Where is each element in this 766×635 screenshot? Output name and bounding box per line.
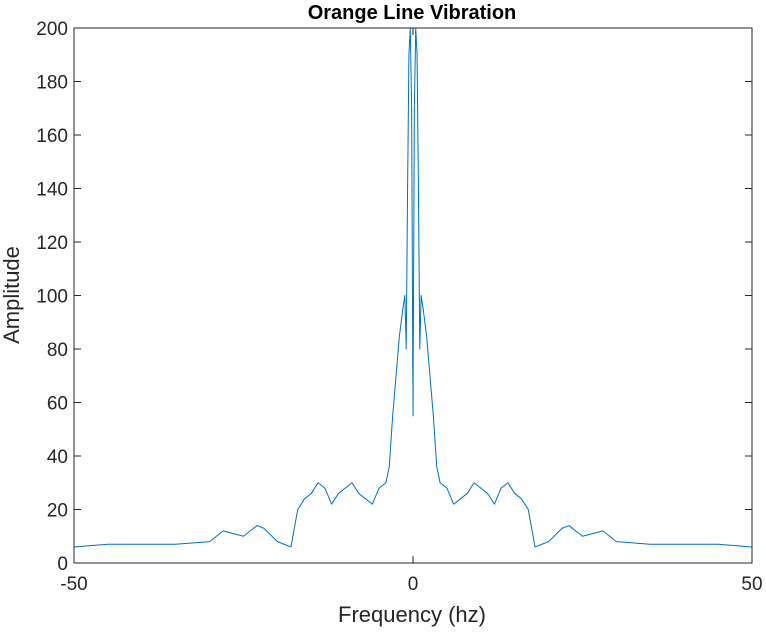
axes-box bbox=[73, 27, 753, 564]
y-tick-label: 120 bbox=[36, 233, 68, 254]
x-axis-label: Frequency (hz) bbox=[338, 602, 486, 627]
y-tick-label: 0 bbox=[57, 554, 68, 575]
x-tick-label: -50 bbox=[60, 574, 87, 595]
y-tick-label: 80 bbox=[47, 340, 68, 361]
y-tick-label: 20 bbox=[47, 501, 68, 522]
y-tick-label: 200 bbox=[36, 19, 68, 40]
x-tick-label: 0 bbox=[408, 574, 419, 595]
series-line-0 bbox=[74, 28, 752, 548]
y-tick-label: 140 bbox=[36, 180, 68, 201]
x-tick-label: 50 bbox=[741, 574, 762, 595]
series-group bbox=[74, 28, 752, 548]
y-tick-label: 180 bbox=[36, 73, 68, 94]
chart-title: Orange Line Vibration bbox=[308, 2, 517, 24]
y-tick-label: 60 bbox=[47, 394, 68, 415]
plot-layer bbox=[74, 28, 752, 548]
y-axis-label: Amplitude bbox=[0, 246, 24, 344]
y-tick-label: 160 bbox=[36, 126, 68, 147]
y-tick-label: 40 bbox=[47, 447, 68, 468]
y-tick-label: 100 bbox=[36, 287, 68, 308]
